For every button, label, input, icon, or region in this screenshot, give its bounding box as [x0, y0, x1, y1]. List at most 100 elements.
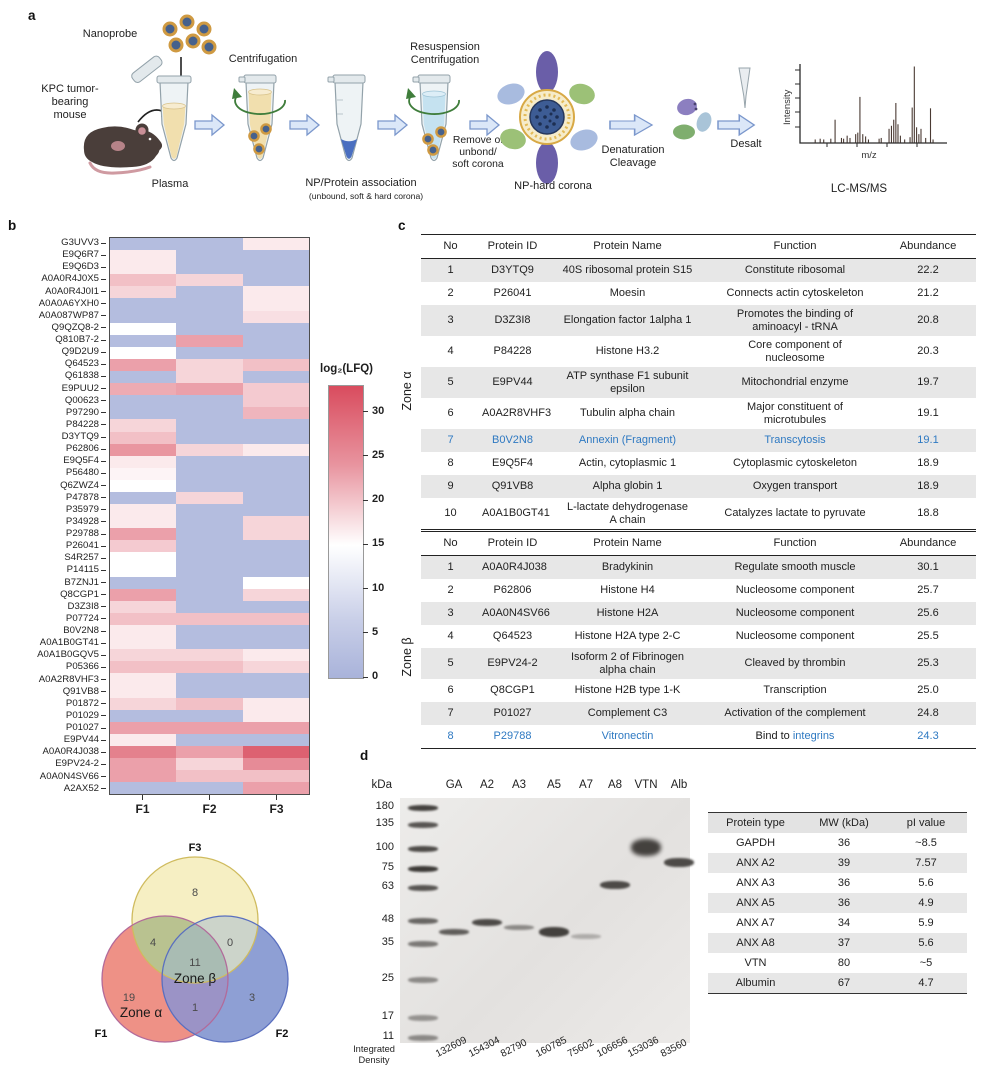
- table-row: 8 P29788 Vitronectin Bind to integrins 24.3: [421, 725, 976, 748]
- table-cell: Constitute ribosomal: [744, 264, 846, 277]
- ladder-band: [408, 822, 438, 828]
- colorbar-title: log₂(LFQ): [320, 363, 374, 375]
- flow-arrow-icon: [469, 114, 500, 136]
- table-row: ANX A7 34 5.9: [708, 913, 967, 933]
- heatmap-row-label: P05366: [0, 661, 106, 673]
- table-cell: A0A2R8VHF3: [482, 407, 552, 420]
- heatmap-cell-F1-P97290: [110, 407, 177, 420]
- heatmap-row-label: A2AX52: [0, 783, 106, 795]
- heatmap-row-label: A0A087WP87: [0, 310, 106, 322]
- denaturation-label-line2: Cleavage: [610, 157, 656, 169]
- heatmap-cell-F3-P29788: [242, 528, 309, 541]
- heatmap-cell-F1-D3Z3I8: [110, 600, 177, 613]
- integrated-density-label-line1: Integrated: [353, 1044, 395, 1054]
- heatmap-row-label: P01027: [0, 722, 106, 734]
- integrated-density-label-line2: Density: [358, 1055, 390, 1065]
- column-header: Function: [773, 240, 817, 253]
- table-cell: Cleaved by thrombin: [744, 657, 846, 670]
- heatmap-cell-F3-A0A0R4J0X5: [242, 274, 309, 287]
- table-cell: Annexin (Fragment): [578, 434, 677, 447]
- table-cell: 20.8: [917, 314, 939, 327]
- table-cell: E9Q5F4: [492, 457, 533, 470]
- table-cell: Q64523: [492, 630, 533, 643]
- heatmap-row-label: A0A2R8VHF3: [0, 674, 106, 686]
- gel-image: [400, 798, 694, 1043]
- table-cell: 24.3: [917, 730, 939, 743]
- heatmap-cell-F2-Q9QZQ8-2: [176, 322, 243, 335]
- heatmap-row: [110, 455, 309, 468]
- gel-band-A5: [539, 927, 569, 937]
- ladder-band: [408, 805, 438, 811]
- heatmap-row-label: A0A0R4J038: [0, 746, 106, 758]
- heatmap-row-label: A0A0N4SV66: [0, 771, 106, 783]
- heatmap-cell-F3-P47878: [242, 491, 309, 505]
- table-cell: Histone H4: [600, 584, 655, 597]
- table-cell: 22.2: [917, 264, 939, 277]
- table-cell: 25.7: [917, 584, 939, 597]
- table-cell: 21.2: [917, 287, 939, 300]
- heatmap-cell-F2-P01027: [176, 721, 243, 734]
- table-cell: A0A0N4SV66: [482, 607, 550, 620]
- heatmap-row: [110, 782, 309, 795]
- table-cell: Histone H2A: [596, 607, 659, 620]
- ladder-kda-label: 75: [381, 861, 394, 873]
- heatmap-cell-F3-D3YTQ9: [242, 431, 309, 444]
- table-cell: E9PV24-2: [487, 657, 538, 670]
- heatmap-cell-F3-P84228: [242, 419, 309, 432]
- spectrum-peaks: [814, 66, 934, 143]
- table-cell: 19.1: [917, 434, 939, 447]
- heatmap-row-label: A0A1B0GT41: [0, 637, 106, 649]
- table-header-row: No Protein ID Protein Name Function Abundanc…: [421, 532, 976, 556]
- heatmap-cell-F2-P47878: [176, 491, 243, 505]
- table-cell: 36: [837, 836, 851, 849]
- heatmap-cell-F1-P29788: [110, 528, 177, 541]
- heatmap-cell-F1-A0A2R8VHF3: [110, 673, 177, 686]
- heatmap-cell-F1-A0A0A6YXH0: [110, 298, 177, 311]
- heatmap-cell-F3-Q6ZWZ4: [242, 479, 309, 492]
- ladder-kda-label: 63: [381, 880, 394, 892]
- heatmap-cell-F3-P56480: [242, 467, 309, 480]
- protein-fragments-icon: [673, 98, 712, 140]
- heatmap-row-label: A0A0R4J0X5: [0, 273, 106, 285]
- table-row: ANX A8 37 5.6: [708, 933, 967, 953]
- colorbar-tick-label: 30: [372, 404, 385, 417]
- table-cell: Vitronectin: [601, 730, 654, 743]
- table-row: 9 Q91VB8 Alpha globin 1 Oxygen transport 18.…: [421, 475, 976, 498]
- table-cell: Connects actin cytoskeleton: [726, 287, 864, 300]
- table-cell: 80: [837, 956, 851, 969]
- flow-arrow-icon: [609, 114, 653, 136]
- ladder-band: [408, 977, 438, 983]
- heatmap-cell-F1-P84228: [110, 419, 177, 432]
- heatmap-row-label: Q8CGP1: [0, 589, 106, 601]
- table-cell: Actin, cytoplasmic 1: [578, 457, 677, 470]
- table-cell: P26041: [493, 287, 532, 300]
- ladder-band: [408, 918, 438, 924]
- heatmap-cell-F1-A0A0R4J0X5: [110, 274, 177, 287]
- heatmap-cell-F2-Q64523: [176, 358, 243, 372]
- resuspension-label-line1: Resuspension: [410, 41, 480, 53]
- table-cell: Histone H2A type 2-C: [574, 630, 681, 643]
- table-cell: 10: [444, 507, 457, 520]
- heatmap-row: [110, 298, 309, 311]
- heatmap-cell-F2-Q00623: [176, 395, 243, 408]
- heatmap-cell-F2-A2AX52: [176, 782, 243, 795]
- heatmap-row-label: Q810B7-2: [0, 334, 106, 346]
- heatmap-row-label: P01872: [0, 698, 106, 710]
- ladder-kda-label: 35: [381, 936, 394, 948]
- venn-zone-beta-label: Zone β: [174, 971, 217, 986]
- gel-band-A3: [504, 924, 534, 930]
- heatmap-row-label: P97290: [0, 407, 106, 419]
- mass-spectrum: Intensity m/z LC-MS/MS: [782, 64, 947, 195]
- table-row: ANX A2 39 7.57: [708, 853, 967, 873]
- table-cell: 25.5: [917, 630, 939, 643]
- mouse-label-line1: KPC tumor-: [41, 83, 99, 95]
- heatmap-row-label: B0V2N8: [0, 625, 106, 637]
- table-row: Albumin 67 4.7: [708, 973, 967, 993]
- heatmap-cell-F1-P01029: [110, 709, 177, 722]
- gel-band-A7: [571, 933, 601, 939]
- colorbar-tick-label: 20: [372, 493, 385, 506]
- heatmap-cell-F2-P84228: [176, 419, 243, 432]
- table-cell: 5.6: [918, 936, 934, 949]
- ladder-band: [408, 941, 438, 947]
- heatmap-row: [110, 419, 309, 432]
